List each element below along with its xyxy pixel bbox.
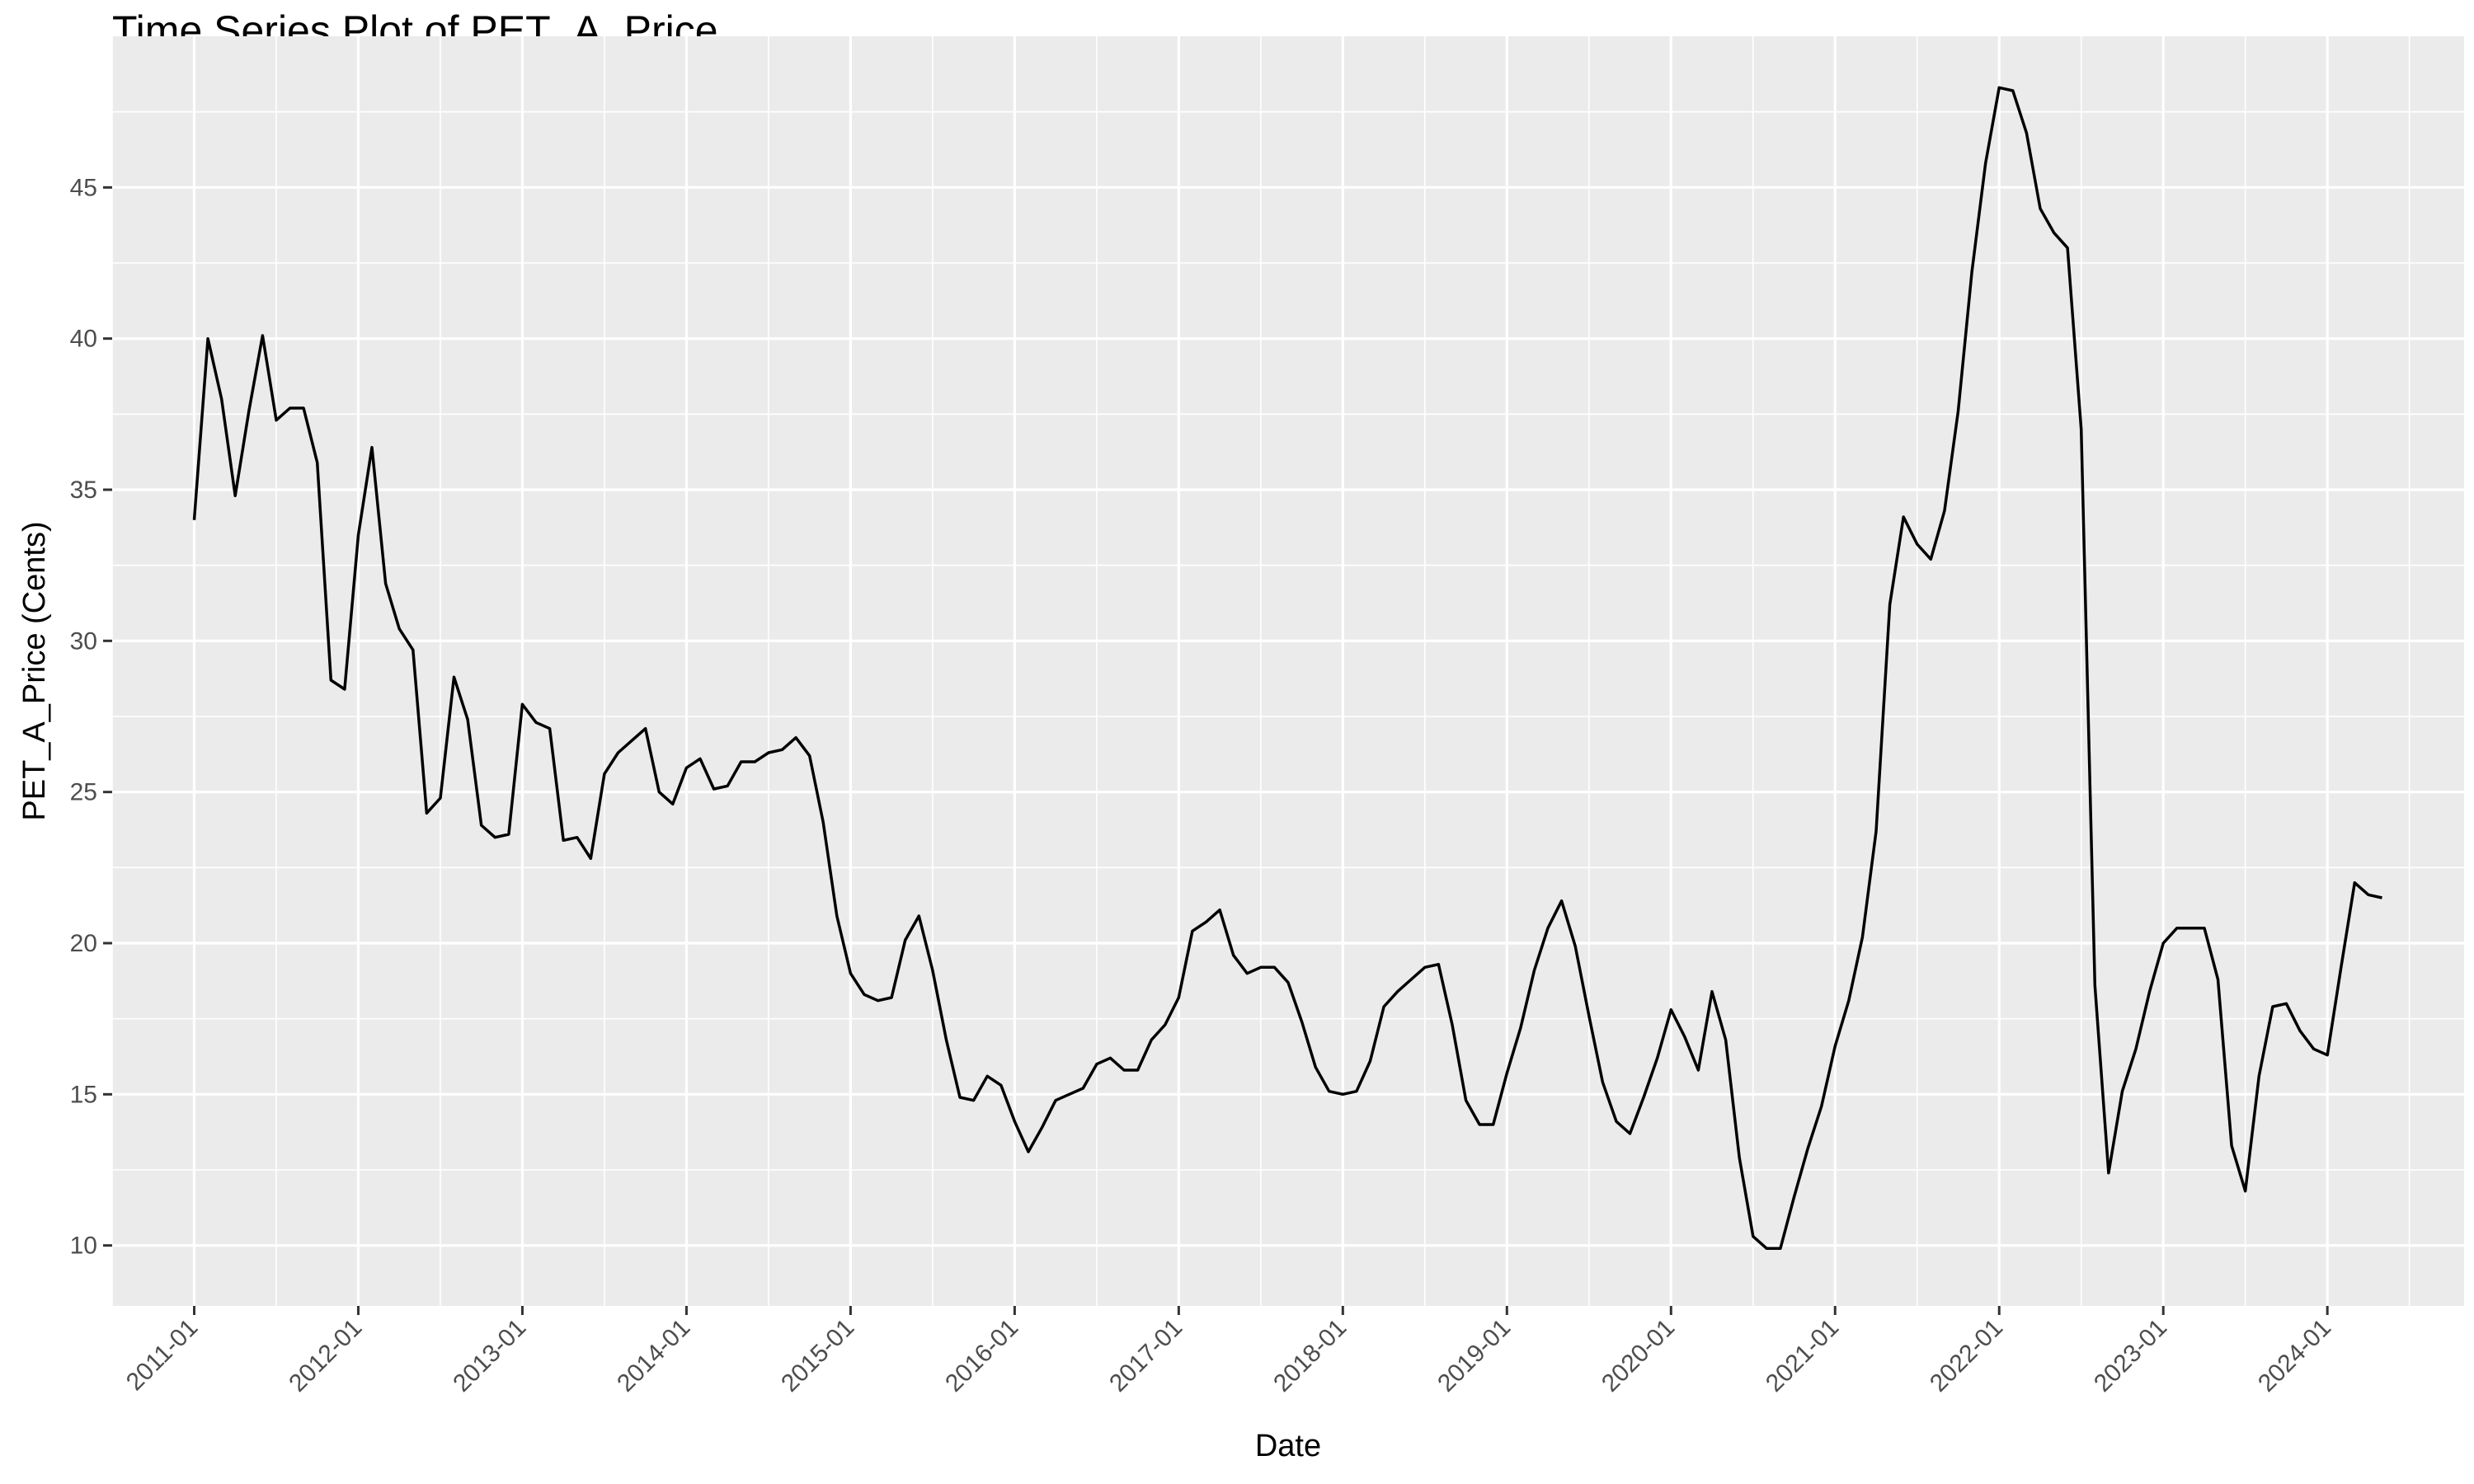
x-tick-label: 2011-01 (121, 1314, 204, 1397)
y-axis-title: PET_A_Price (Cents) (17, 521, 52, 820)
y-tick-label: 45 (70, 174, 97, 201)
x-tick-label: 2021-01 (1761, 1314, 1844, 1397)
series-line (192, 86, 2382, 1251)
y-axis: 10 15 20 25 30 35 40 45 (70, 174, 112, 1260)
y-tick-label: 30 (70, 627, 97, 655)
x-tick-label: 2014-01 (612, 1314, 695, 1397)
x-tick-label: 2013-01 (448, 1314, 531, 1397)
x-tick-label: 2023-01 (2089, 1314, 2172, 1397)
y-tick-label: 25 (70, 779, 97, 806)
y-tick-label: 20 (70, 930, 97, 957)
x-tick-label: 2020-01 (1597, 1314, 1680, 1397)
x-tick-label: 2019-01 (1432, 1314, 1516, 1397)
x-tick-label: 2024-01 (2253, 1314, 2336, 1397)
x-tick-label: 2018-01 (1268, 1314, 1352, 1397)
x-axis: 2011-01 2012-01 2013-01 2014-01 2015-01 2016-… (121, 1306, 2336, 1397)
y-tick-label: 40 (70, 326, 97, 353)
y-tick-label: 35 (70, 477, 97, 504)
x-tick-label: 2016-01 (940, 1314, 1023, 1397)
x-tick-label: 2015-01 (776, 1314, 859, 1397)
major-gridlines (112, 36, 2464, 1306)
plot-panel (112, 36, 2464, 1306)
y-tick-label: 15 (70, 1081, 97, 1108)
x-tick-label: 2022-01 (1925, 1314, 2008, 1397)
x-tick-label: 2017-01 (1104, 1314, 1188, 1397)
x-axis-title: Date (1255, 1429, 1321, 1463)
y-tick-label: 10 (70, 1233, 97, 1260)
x-tick-label: 2012-01 (284, 1314, 367, 1397)
